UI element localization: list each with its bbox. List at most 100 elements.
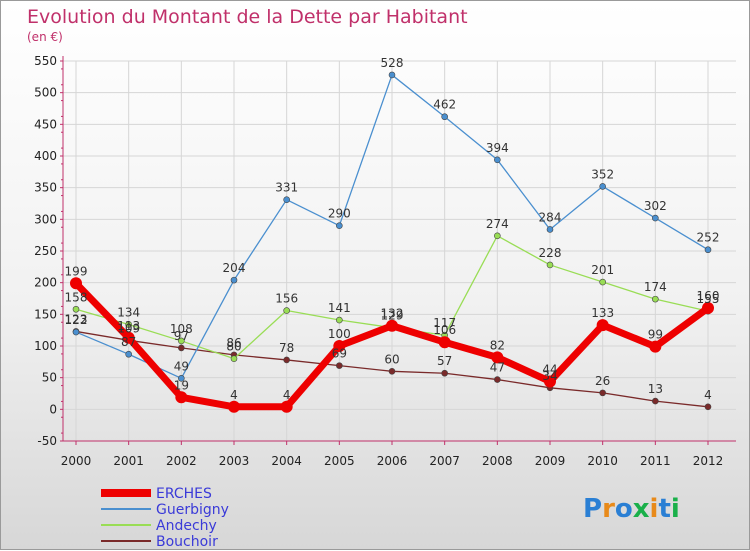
data-point-andechy xyxy=(652,295,659,303)
data-point-guerbigny xyxy=(599,183,606,190)
x-tick-label: 2009 xyxy=(535,454,566,468)
data-point-guerbigny xyxy=(494,156,501,164)
chart-subtitle: (en €) xyxy=(27,30,63,44)
data-label-andechy: 134 xyxy=(117,305,140,319)
logo-letter: i xyxy=(650,494,659,524)
data-label-bouchoir: 47 xyxy=(490,361,505,375)
data-label-andechy: 80 xyxy=(226,340,241,354)
data-label-andechy: 174 xyxy=(644,280,667,294)
data-point-andechy xyxy=(72,305,80,313)
y-tick-label: 250 xyxy=(34,244,57,258)
data-label-guerbigny: 528 xyxy=(381,56,404,70)
legend-label-erches: ERCHES xyxy=(156,486,212,502)
data-label-erches: 4 xyxy=(283,388,291,402)
data-point-bouchoir xyxy=(494,376,501,383)
data-point-erches xyxy=(491,351,504,364)
legend-label-bouchoir: Bouchoir xyxy=(156,534,218,550)
data-label-bouchoir: 13 xyxy=(648,382,663,396)
data-label-guerbigny: 204 xyxy=(223,261,246,275)
logo-letter: r xyxy=(602,494,615,524)
data-label-andechy: 228 xyxy=(539,246,562,260)
data-point-bouchoir xyxy=(283,356,290,364)
x-tick-label: 2006 xyxy=(377,454,408,468)
y-tick-label: 450 xyxy=(34,117,57,131)
data-label-erches: 44 xyxy=(542,362,557,376)
data-label-erches: 113 xyxy=(117,319,140,333)
data-label-erches: 106 xyxy=(433,323,456,337)
x-tick-label: 2003 xyxy=(219,454,250,468)
data-point-guerbigny xyxy=(178,374,185,382)
proxiti-logo: Proxiti xyxy=(583,494,680,524)
data-point-andechy xyxy=(546,261,554,269)
logo-letter: o xyxy=(615,494,633,524)
data-point-guerbigny xyxy=(125,350,132,358)
data-point-erches xyxy=(333,340,346,352)
y-tick-label: 550 xyxy=(34,54,57,68)
data-label-guerbigny: 49 xyxy=(174,359,189,373)
legend-label-andechy: Andechy xyxy=(156,518,217,534)
data-label-andechy: 129 xyxy=(381,309,404,323)
x-tick-label: 2005 xyxy=(324,454,355,468)
x-tick-label: 2011 xyxy=(640,454,671,468)
data-label-andechy: 158 xyxy=(65,290,88,304)
series-lines xyxy=(70,71,714,413)
data-label-bouchoir: 123 xyxy=(65,312,88,326)
data-point-erches xyxy=(649,340,662,353)
data-label-andechy: 141 xyxy=(328,301,351,315)
x-tick-label: 2000 xyxy=(61,454,92,468)
data-label-guerbigny: 284 xyxy=(539,210,562,224)
data-label-guerbigny: 394 xyxy=(486,141,509,155)
data-point-andechy xyxy=(494,232,501,240)
data-label-guerbigny: 122 xyxy=(65,313,88,327)
data-label-bouchoir: 60 xyxy=(384,352,399,366)
data-point-andechy xyxy=(283,307,290,314)
data-label-erches: 100 xyxy=(328,327,351,341)
data-point-erches xyxy=(122,331,135,344)
y-tick-label: 400 xyxy=(34,149,57,163)
data-label-bouchoir: 97 xyxy=(174,329,189,343)
data-point-erches xyxy=(702,302,714,314)
logo-letter: x xyxy=(633,494,650,524)
data-point-erches xyxy=(175,391,188,404)
data-label-bouchoir: 57 xyxy=(437,354,452,368)
y-tick-label: 150 xyxy=(34,307,57,321)
data-point-erches xyxy=(438,336,451,349)
data-label-guerbigny: 352 xyxy=(591,167,614,181)
data-label-andechy: 274 xyxy=(486,217,509,231)
data-point-guerbigny xyxy=(336,222,343,229)
data-label-andechy: 201 xyxy=(591,263,614,277)
data-label-bouchoir: 78 xyxy=(279,341,294,355)
data-point-bouchoir xyxy=(388,368,396,375)
data-label-erches: 4 xyxy=(230,388,238,402)
data-label-andechy: 155 xyxy=(697,292,720,306)
x-tick-label: 2004 xyxy=(271,454,302,468)
data-label-erches: 199 xyxy=(65,264,88,278)
grid-lines xyxy=(63,60,736,442)
data-point-guerbigny xyxy=(546,226,554,233)
data-label-erches: 99 xyxy=(648,328,663,342)
y-tick-label: 200 xyxy=(34,276,57,290)
data-label-guerbigny: 252 xyxy=(697,231,720,245)
logo-letter: t xyxy=(658,494,670,524)
data-point-bouchoir xyxy=(704,403,712,411)
data-point-andechy xyxy=(599,278,606,286)
logo-letter: i xyxy=(671,494,680,524)
axes: -50 0 50 100 150 200 250 300 350 400 450 500 550 2000… xyxy=(34,54,736,468)
x-tick-label: 2007 xyxy=(429,454,460,468)
x-tick-label: 2012 xyxy=(693,454,724,468)
y-tick-label: 0 xyxy=(49,402,57,416)
data-point-erches xyxy=(386,319,398,332)
data-label-andechy: 117 xyxy=(433,316,456,330)
data-point-erches xyxy=(280,400,293,413)
data-label-erches: 160 xyxy=(697,289,720,303)
data-point-erches xyxy=(544,375,556,388)
data-label-bouchoir: 109 xyxy=(117,321,140,335)
data-label-guerbigny: 302 xyxy=(644,199,667,213)
y-tick-label: 100 xyxy=(34,339,57,353)
data-point-guerbigny xyxy=(72,328,80,336)
data-label-erches: 133 xyxy=(591,306,614,320)
y-tick-label: 500 xyxy=(34,86,57,100)
data-point-bouchoir xyxy=(652,397,659,405)
data-point-guerbigny xyxy=(388,71,396,79)
